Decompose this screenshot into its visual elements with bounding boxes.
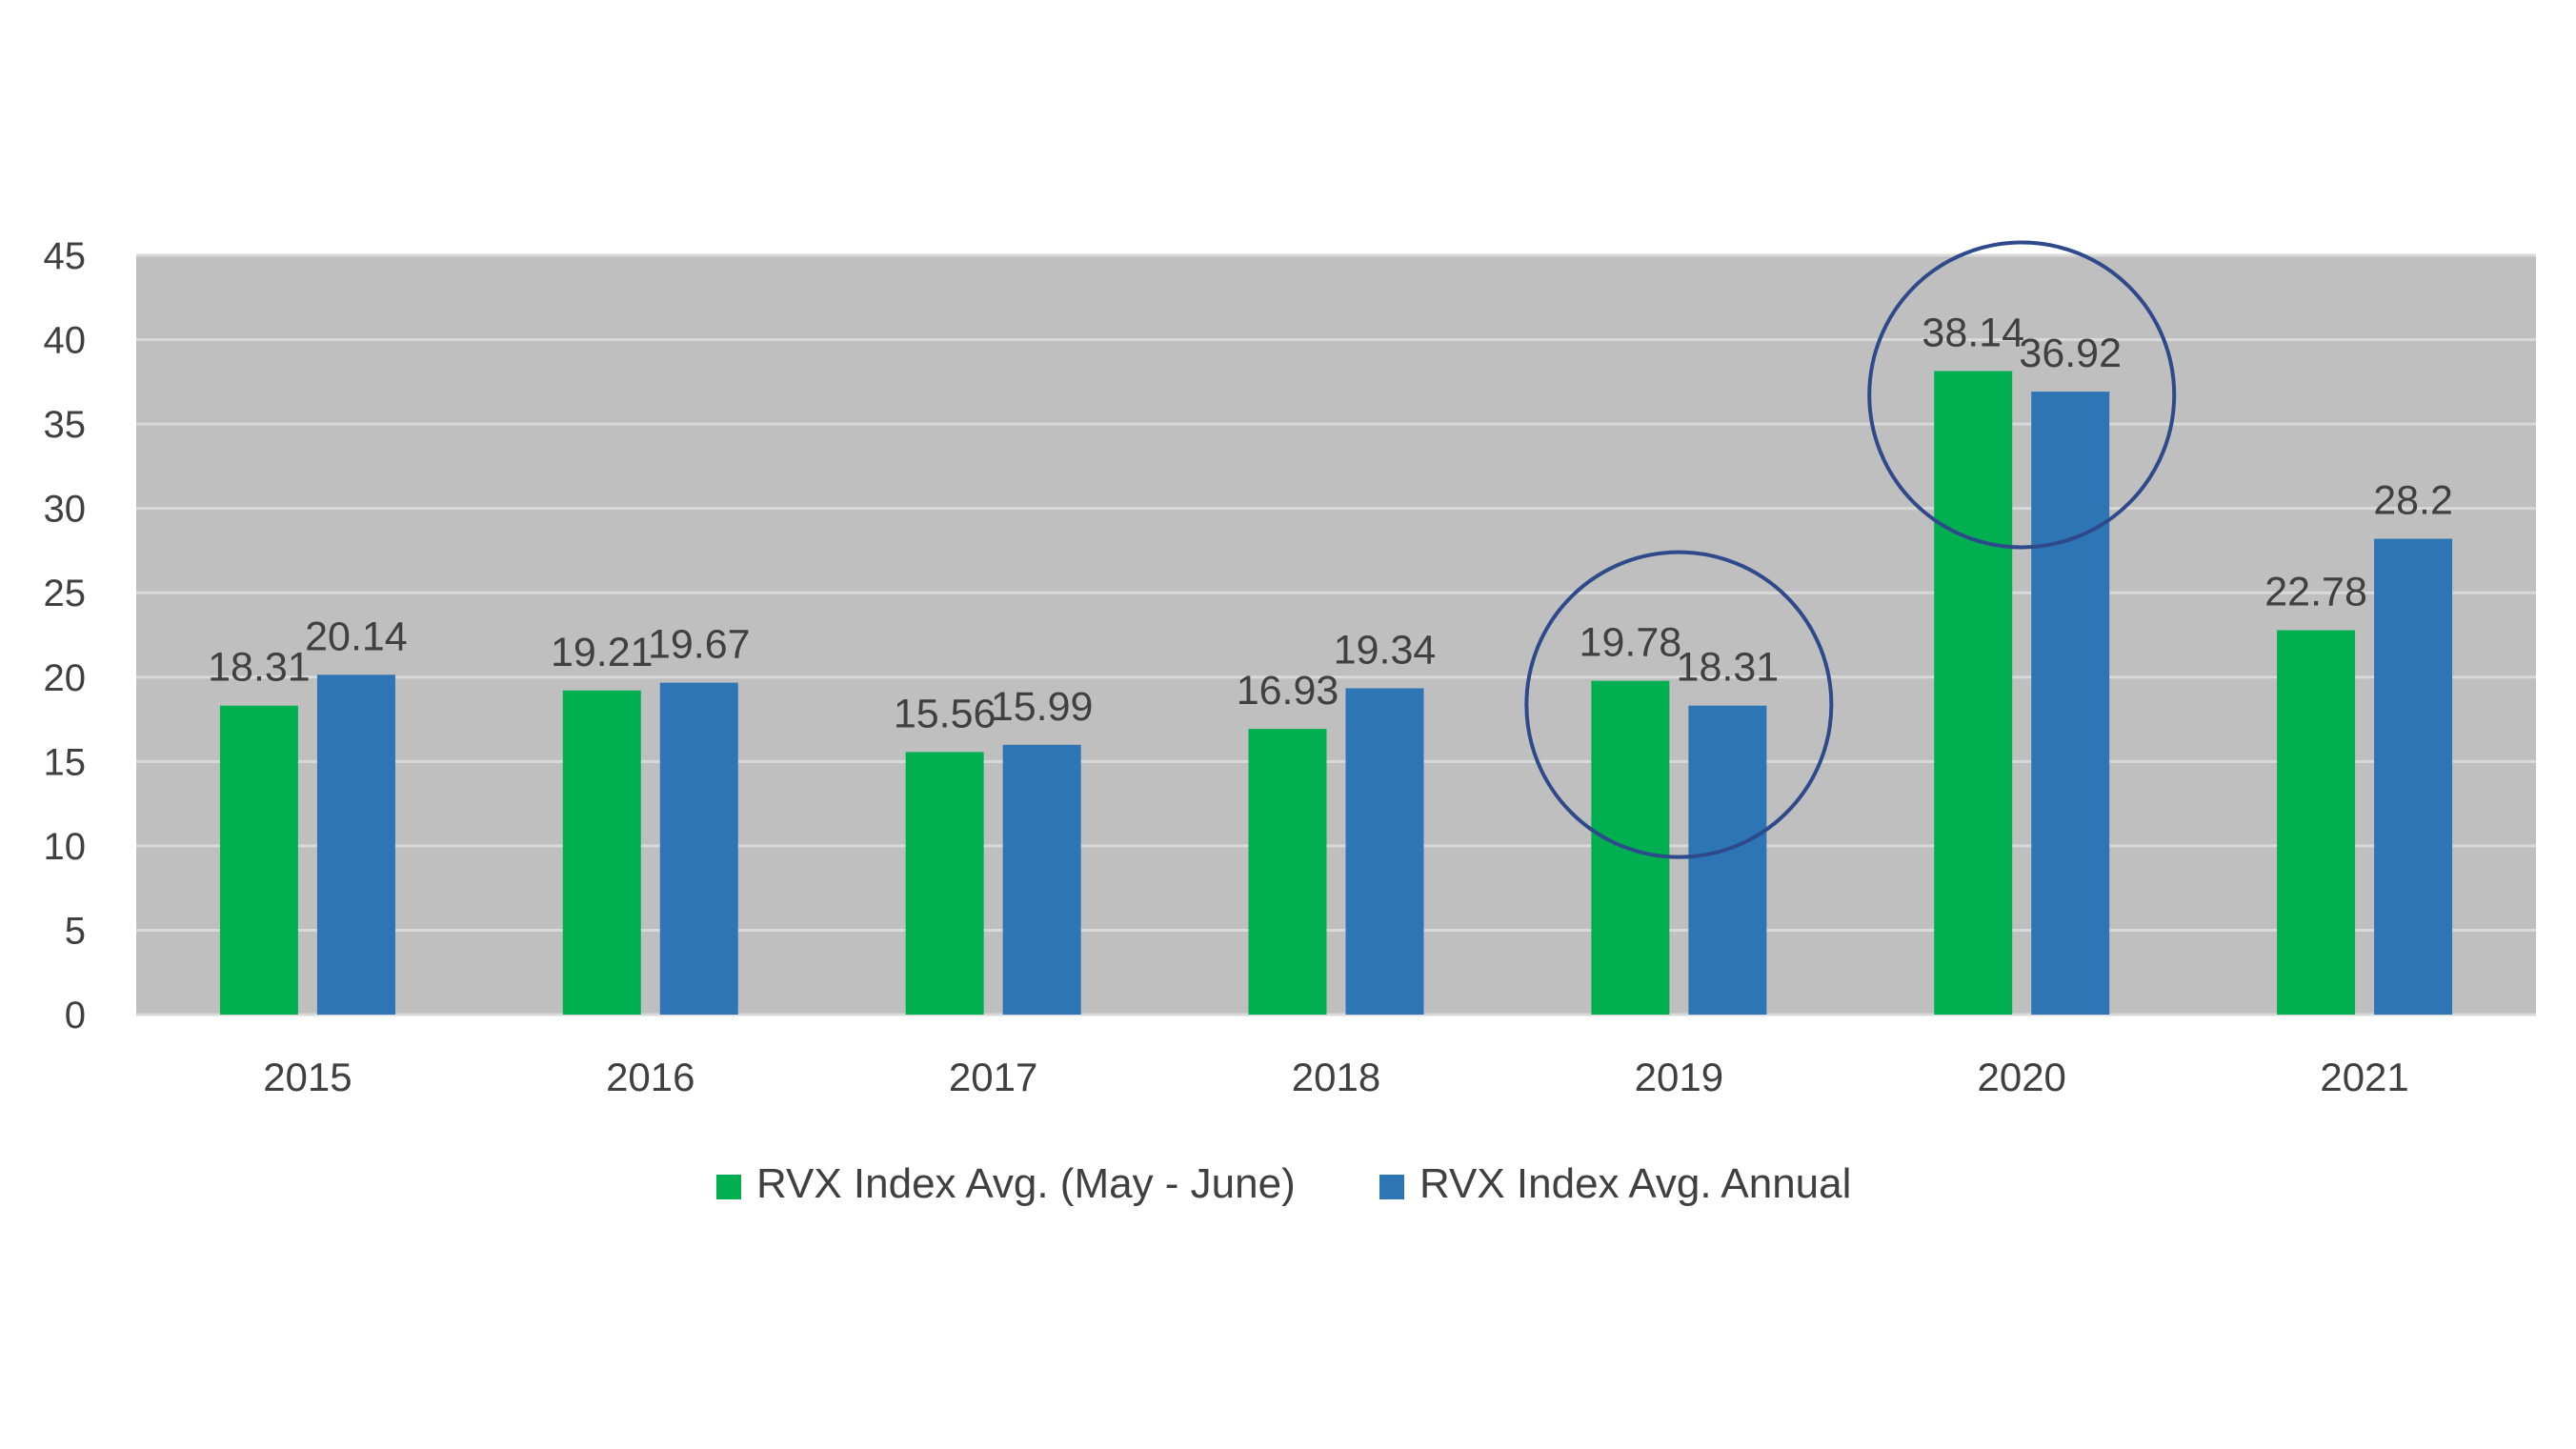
legend-swatch [1379,1175,1404,1199]
legend-item-may-june: RVX Index Avg. (May - June) [716,1160,1296,1207]
x-axis-categories: 2015 2016 2017 2018 2019 2020 2021 [263,1055,2409,1099]
bar-annual-2020 [2031,392,2110,1015]
bar-may-june-2017 [905,752,984,1015]
bar-may-june-2020 [1934,371,2013,1015]
legend-swatch [716,1175,741,1199]
bar-annual-2019 [1688,705,1767,1015]
data-label: 16.93 [1237,668,1339,714]
y-tick-label: 20 [44,657,87,699]
y-tick-label: 40 [44,320,87,362]
x-category-label: 2019 [1635,1055,1723,1099]
bar-may-june-2016 [562,690,641,1015]
data-label: 19.21 [551,630,654,675]
data-label: 36.92 [2019,331,2122,376]
y-tick-label: 15 [44,741,87,783]
data-label: 15.99 [991,684,1094,730]
data-label: 28.2 [2373,478,2453,524]
x-category-label: 2016 [606,1055,694,1099]
y-tick-label: 35 [44,404,87,446]
gridlines [136,253,2536,1016]
data-label: 19.78 [1580,620,1682,666]
legend-label: RVX Index Avg. Annual [1419,1160,1851,1207]
y-tick-label: 10 [44,826,87,868]
bar-may-june-2018 [1248,729,1327,1015]
y-tick-label: 25 [44,573,87,614]
x-category-label: 2020 [1977,1055,2065,1099]
plot-area [136,255,2536,1015]
bar-annual-2016 [659,682,738,1015]
x-category-label: 2015 [263,1055,352,1099]
legend: RVX Index Avg. (May - June) RVX Index Avg… [716,1160,1851,1207]
y-tick-label: 30 [44,489,87,531]
bar-annual-2017 [1002,744,1081,1015]
bar-annual-2021 [2374,538,2453,1015]
data-label: 18.31 [1677,645,1780,691]
data-label: 15.56 [894,691,996,736]
bar-annual-2015 [316,674,395,1015]
data-label: 19.34 [1334,627,1437,673]
bar-annual-2018 [1345,688,1424,1015]
y-tick-label: 45 [44,235,87,277]
legend-item-annual: RVX Index Avg. Annual [1379,1160,1851,1207]
y-tick-label: 5 [65,910,86,952]
bar-may-june-2021 [2277,630,2356,1015]
y-tick-label: 0 [65,995,86,1036]
bar-may-june-2015 [219,705,298,1015]
data-label: 38.14 [1922,310,2024,355]
data-label: 18.31 [208,645,311,691]
y-axis-ticks: 0 5 10 15 20 25 30 35 40 45 [44,235,87,1036]
highlight-circle-2019 [1524,550,1834,859]
x-category-label: 2017 [949,1055,1037,1099]
x-category-label: 2018 [1292,1055,1380,1099]
legend-label: RVX Index Avg. (May - June) [756,1160,1296,1207]
data-label: 20.14 [305,614,408,659]
data-label: 22.78 [2264,570,2367,615]
data-label: 19.67 [648,622,751,668]
highlight-annotations [1524,240,2177,859]
bars [219,371,2453,1015]
x-category-label: 2021 [2320,1055,2408,1099]
highlight-circle-2020 [1867,240,2177,550]
